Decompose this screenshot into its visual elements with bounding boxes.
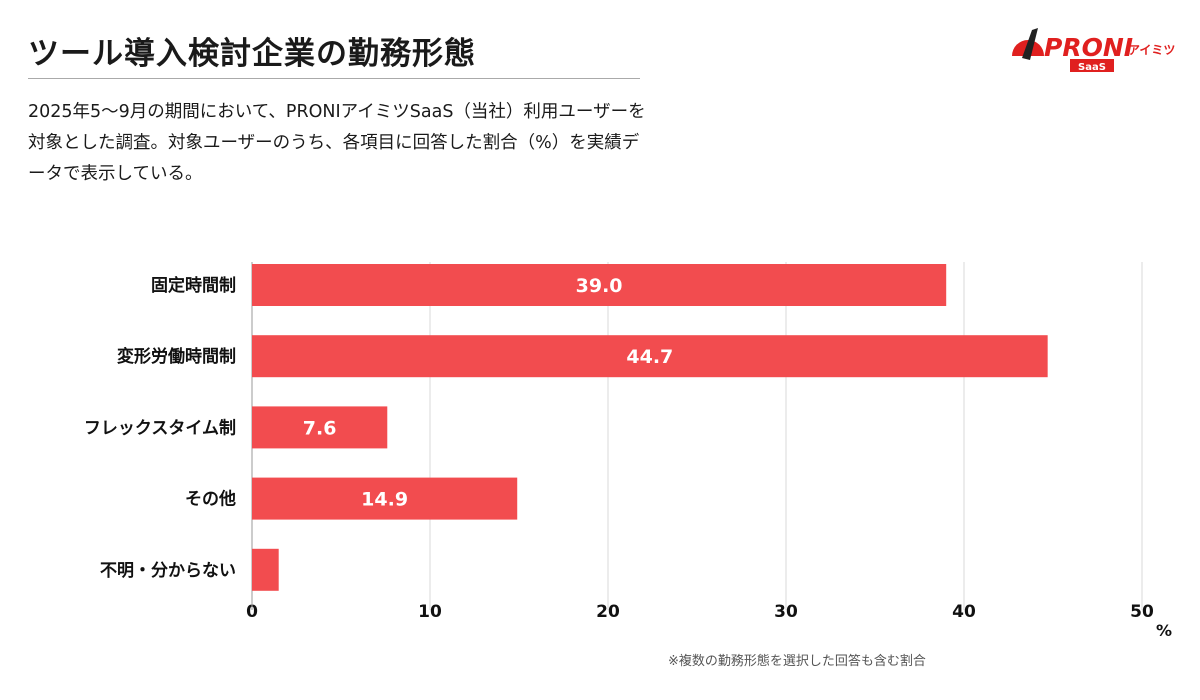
proni-logo: PRONI アイミツ SaaS	[1012, 28, 1175, 73]
bar	[252, 264, 947, 306]
x-unit-label: %	[1156, 621, 1172, 640]
svg-text:アイミツ: アイミツ	[1128, 43, 1175, 57]
description: 2025年5〜9月の期間において、PRONIアイミツSaaS（当社）利用ユーザー…	[28, 102, 646, 184]
data-label: 7.6	[303, 417, 337, 439]
bar	[252, 477, 518, 520]
data-label: 14.9	[361, 489, 408, 511]
x-tick-label: 20	[596, 602, 620, 622]
category-label: 変形労働時間制	[117, 346, 236, 367]
x-tick-label: 50	[1130, 602, 1154, 622]
category-label: フレックスタイム制	[84, 417, 236, 438]
svg-text:PRONI: PRONI	[1044, 33, 1133, 62]
bar	[252, 406, 388, 449]
svg-text:SaaS: SaaS	[1078, 62, 1106, 73]
x-tick-label: 40	[952, 602, 976, 622]
page-title: ツール導入検討企業の勤務形態	[28, 36, 476, 72]
x-tick-label: 30	[774, 602, 798, 622]
category-label: 不明・分からない	[100, 561, 236, 581]
data-label: 44.7	[626, 346, 673, 368]
x-tick-label: 0	[246, 602, 258, 622]
footnote: ※複数の勤務形態を選択した回答も含む割合	[668, 654, 926, 669]
bar	[252, 335, 1048, 378]
title-divider	[28, 78, 640, 79]
data-label: 39.0	[576, 275, 623, 297]
category-label: その他	[185, 489, 236, 510]
category-label: 固定時間制	[151, 275, 236, 296]
bar	[252, 548, 279, 591]
x-tick-label: 10	[418, 602, 442, 622]
